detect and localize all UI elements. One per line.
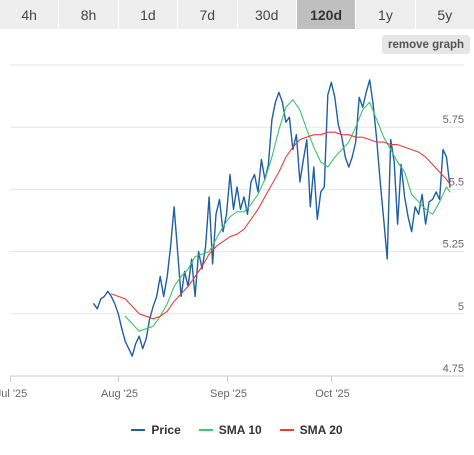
- tab-1y[interactable]: 1y: [356, 0, 416, 29]
- sma10-line: [124, 99, 451, 332]
- tab-7d[interactable]: 7d: [178, 0, 238, 29]
- price-line: [93, 79, 451, 357]
- x-tick-label: Oct '25: [315, 388, 350, 400]
- legend-swatch-sma10: [198, 429, 213, 431]
- legend-swatch-sma20: [279, 429, 294, 431]
- chart-legend: Price SMA 10 SMA 20: [0, 420, 474, 440]
- y-tick-label: 5: [458, 301, 464, 313]
- legend-item-price[interactable]: Price: [131, 420, 181, 440]
- y-tick-label: 5.25: [443, 239, 464, 251]
- x-tick-label: Aug '25: [101, 388, 138, 400]
- legend-label-sma20: SMA 20: [299, 423, 343, 437]
- y-tick-label: 5.75: [443, 114, 464, 126]
- tab-5y[interactable]: 5y: [415, 0, 474, 29]
- x-tick-label: Jul '25: [0, 388, 27, 400]
- sma20-line: [110, 131, 451, 320]
- legend-item-sma20[interactable]: SMA 20: [279, 420, 343, 440]
- y-tick-label: 4.75: [443, 363, 464, 375]
- tab-8h[interactable]: 8h: [59, 0, 119, 29]
- tab-4h[interactable]: 4h: [0, 0, 60, 29]
- price-chart: 4.75 5 5.25 5.5 5.75 Jul '25 Aug '25 Sep '25 Oct…: [0, 64, 464, 400]
- y-tick-label: 5.5: [449, 176, 464, 188]
- remove-graph-button[interactable]: remove graph: [382, 35, 470, 54]
- tab-120d[interactable]: 120d: [296, 0, 357, 29]
- tab-1d[interactable]: 1d: [118, 0, 179, 29]
- legend-swatch-price: [131, 429, 146, 431]
- range-tabs: 4h 8h 1d 7d 30d 120d 1y 5y: [0, 0, 474, 30]
- legend-label-sma10: SMA 10: [218, 423, 262, 437]
- x-tick-label: Sep '25: [210, 388, 247, 400]
- tab-30d[interactable]: 30d: [237, 0, 297, 29]
- legend-label-price: Price: [151, 423, 181, 437]
- legend-item-sma10[interactable]: SMA 10: [198, 420, 262, 440]
